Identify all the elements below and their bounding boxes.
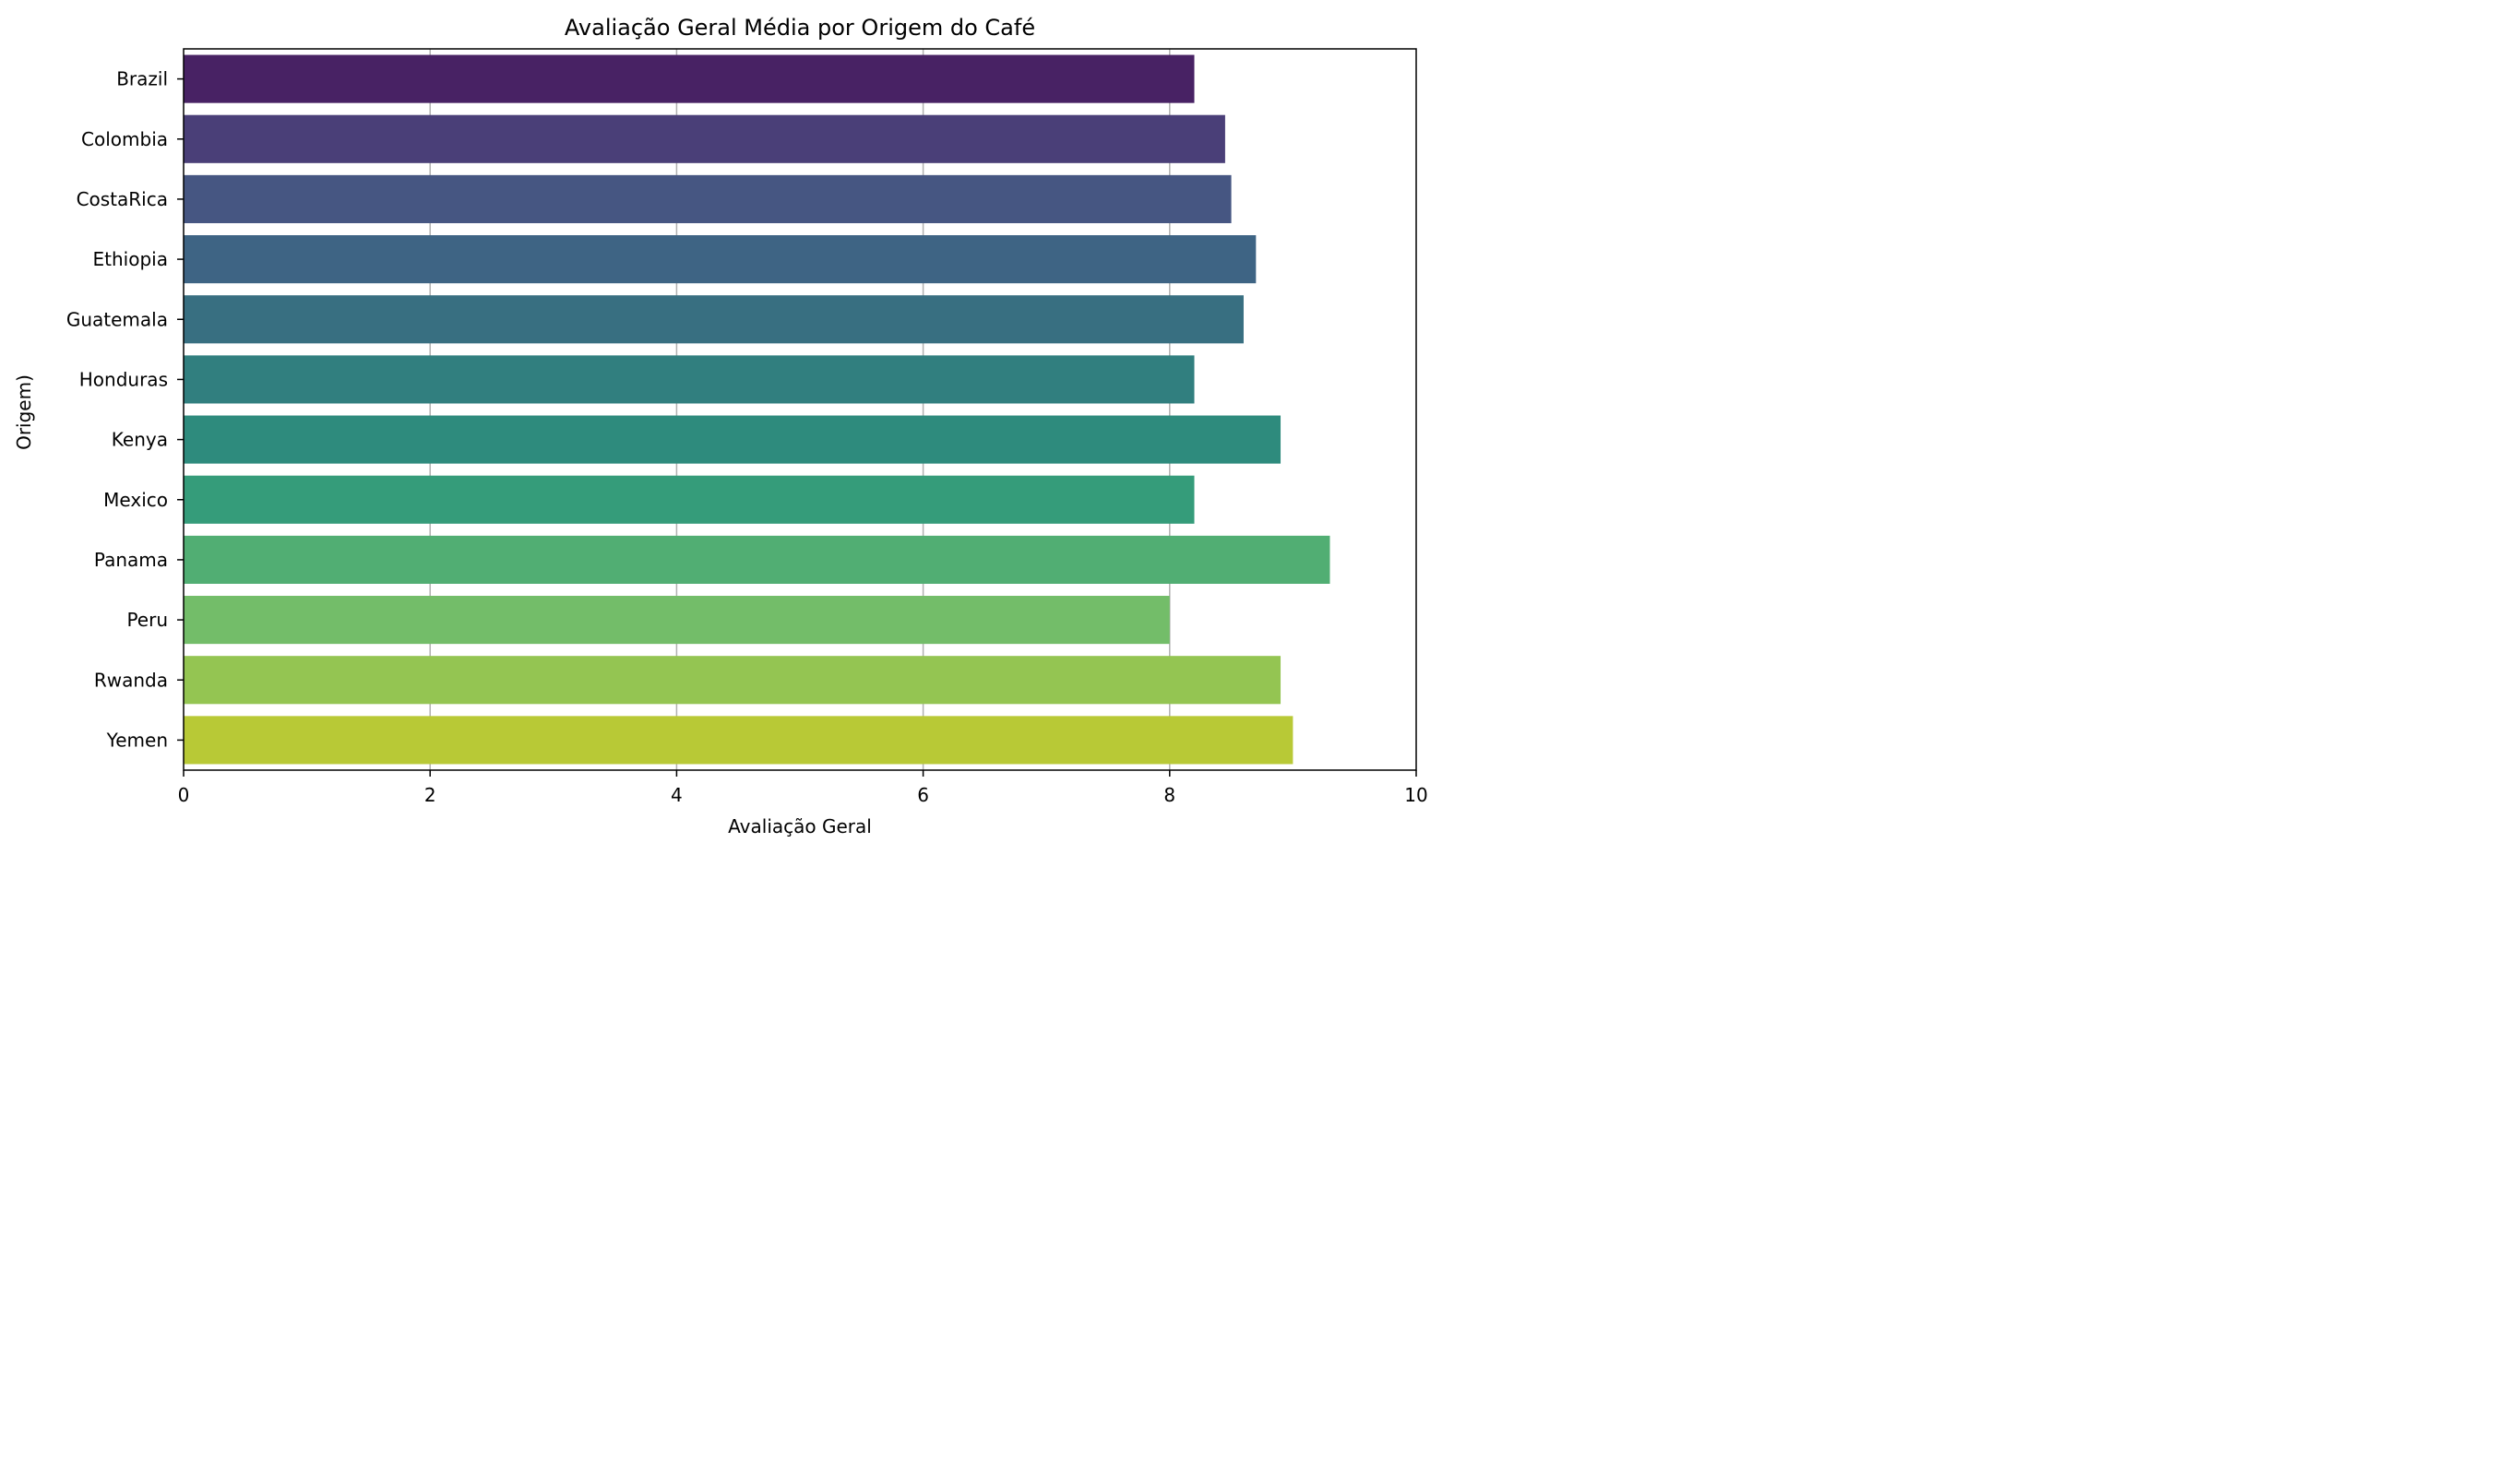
- x-tick-label: 8: [1163, 784, 1175, 806]
- x-tick-label: 0: [178, 784, 190, 806]
- bar-colombia: [184, 114, 1225, 163]
- y-tick-label: Honduras: [79, 368, 168, 390]
- y-tick-label: Kenya: [112, 429, 168, 451]
- plot-frame: [183, 48, 1417, 771]
- y-tick-label: Colombia: [81, 128, 168, 150]
- x-axis-ticks: 0 2 4 6 8 10: [178, 770, 1428, 806]
- x-tick-label: 4: [671, 784, 683, 806]
- y-tick-label: Mexico: [103, 489, 168, 511]
- x-tick-label: 10: [1404, 784, 1427, 806]
- bar-honduras: [184, 355, 1195, 404]
- y-axis-ticks: Brazil Colombia CostaRica Ethiopia Guatemala…: [66, 68, 184, 751]
- bar-brazil: [184, 54, 1195, 103]
- y-axis-label: Origem): [13, 374, 35, 450]
- y-tick-label: CostaRica: [77, 188, 168, 210]
- y-tick-label: Yemen: [106, 729, 168, 751]
- bar-mexico: [184, 475, 1195, 524]
- y-tick-label: Panama: [94, 549, 168, 571]
- x-tick-label: 2: [424, 784, 436, 806]
- bar-chart: Avaliação Geral Média por Origem do Café…: [13, 15, 1428, 837]
- y-tick-label: Ethiopia: [93, 248, 168, 270]
- grid-lines: [429, 49, 1171, 770]
- x-axis-label: Avaliação Geral: [728, 815, 872, 837]
- bar-ethiopia: [184, 235, 1257, 284]
- chart-title: Avaliação Geral Média por Origem do Café: [565, 15, 1035, 41]
- y-tick-label: Peru: [126, 609, 168, 631]
- x-tick-label: 6: [917, 784, 929, 806]
- bar-rwanda: [184, 656, 1281, 705]
- bar-panama: [184, 535, 1330, 584]
- bar-yemen: [184, 716, 1293, 765]
- y-tick-label: Guatemala: [66, 308, 168, 330]
- bars: [184, 54, 1330, 765]
- y-tick-label: Brazil: [116, 68, 168, 90]
- bar-peru: [184, 596, 1170, 645]
- chart: Avaliação Geral Média por Origem do Café…: [0, 0, 1447, 854]
- y-tick-label: Rwanda: [94, 669, 168, 691]
- bar-kenya: [184, 415, 1281, 464]
- bar-costarica: [184, 174, 1232, 223]
- bar-guatemala: [184, 295, 1244, 344]
